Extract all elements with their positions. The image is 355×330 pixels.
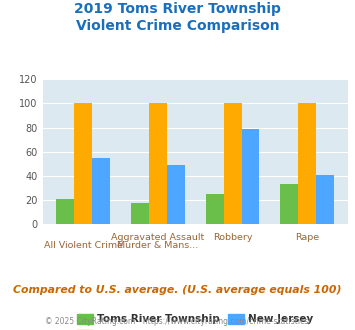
Bar bbox=[92, 158, 110, 224]
Text: Compared to U.S. average. (U.S. average equals 100): Compared to U.S. average. (U.S. average … bbox=[13, 285, 342, 295]
Bar bbox=[316, 175, 334, 224]
Text: © 2025 CityRating.com - https://www.cityrating.com/crime-statistics/: © 2025 CityRating.com - https://www.city… bbox=[45, 317, 310, 326]
Bar bbox=[206, 194, 224, 224]
Bar bbox=[56, 199, 75, 224]
Text: Rape: Rape bbox=[295, 233, 319, 242]
Bar bbox=[241, 129, 260, 224]
Bar bbox=[167, 165, 185, 224]
Bar bbox=[131, 203, 149, 224]
Text: 2019 Toms River Township
Violent Crime Comparison: 2019 Toms River Township Violent Crime C… bbox=[74, 2, 281, 33]
Bar bbox=[149, 103, 167, 224]
Bar bbox=[75, 103, 92, 224]
Text: All Violent Crime: All Violent Crime bbox=[44, 241, 123, 250]
Bar bbox=[224, 103, 241, 224]
Bar bbox=[298, 103, 316, 224]
Text: Murder & Mans...: Murder & Mans... bbox=[117, 241, 198, 250]
Bar bbox=[280, 184, 298, 224]
Text: Robbery: Robbery bbox=[213, 233, 252, 242]
Text: Aggravated Assault: Aggravated Assault bbox=[111, 233, 204, 242]
Legend: Toms River Township, National, New Jersey: Toms River Township, National, New Jerse… bbox=[77, 314, 313, 330]
